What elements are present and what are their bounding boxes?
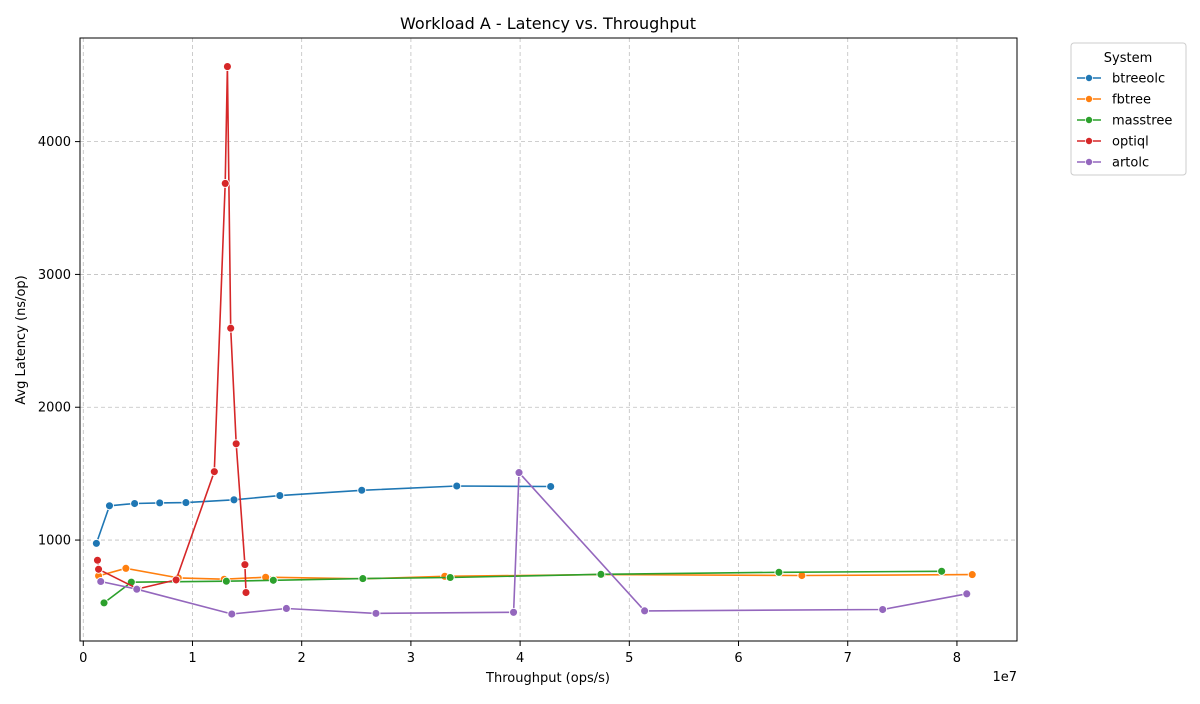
data-point-artolc bbox=[96, 577, 106, 586]
x-tick-label: 6 bbox=[734, 651, 742, 666]
data-point-fbtree bbox=[261, 572, 271, 582]
data-point-masstree bbox=[358, 574, 368, 584]
grid bbox=[80, 38, 1017, 641]
data-point-optiql bbox=[94, 564, 104, 574]
data-point-btreeolc bbox=[105, 501, 114, 511]
data-point-optiql bbox=[226, 323, 236, 333]
data-point-fbtree bbox=[967, 570, 977, 580]
series-line-optiql bbox=[96, 65, 247, 593]
data-point-artolc bbox=[878, 605, 888, 614]
x-tick-label: 8 bbox=[953, 651, 961, 666]
x-tick-label: 3 bbox=[407, 651, 415, 666]
legend-items: btreeolc fbtree masstree optiql artolc bbox=[1077, 72, 1172, 171]
legend-title: System bbox=[1104, 51, 1152, 66]
legend-item-optiql: optiql bbox=[1077, 135, 1149, 150]
axis-ticks: 0 1 2 3 4 5 6 7 8 1000 2000 3000 4000 bbox=[38, 135, 961, 666]
data-point-artolc bbox=[227, 609, 237, 619]
data-point-btreeolc bbox=[229, 495, 239, 505]
data-point-masstree bbox=[774, 567, 784, 577]
data-point-btreeolc bbox=[452, 481, 462, 491]
x-axis-label: Throughput (ops/s) bbox=[485, 671, 610, 686]
data-point-btreeolc bbox=[91, 538, 101, 548]
data-point-btreeolc bbox=[155, 498, 165, 508]
legend-label-optiql: optiql bbox=[1112, 135, 1149, 150]
legend-item-artolc: artolc bbox=[1077, 156, 1149, 171]
series-masstree bbox=[99, 566, 947, 608]
data-point-artolc bbox=[509, 607, 519, 617]
data-point-optiql bbox=[209, 467, 219, 477]
legend-box bbox=[1070, 42, 1187, 176]
data-point-masstree bbox=[221, 576, 231, 586]
legend-item-fbtree: fbtree bbox=[1077, 93, 1151, 108]
legend-marker-optiql bbox=[1085, 136, 1094, 145]
data-point-fbtree bbox=[121, 563, 131, 573]
y-tick-label: 1000 bbox=[38, 534, 71, 549]
data-point-artolc bbox=[962, 589, 972, 599]
series-btreeolc bbox=[91, 481, 556, 548]
x-tick-label: 0 bbox=[79, 651, 87, 666]
legend-marker-artolc bbox=[1085, 157, 1094, 166]
y-axis-label: Avg Latency (ns/op) bbox=[14, 275, 29, 404]
data-point-masstree bbox=[937, 566, 947, 576]
data-point-masstree bbox=[268, 575, 278, 585]
series-layer bbox=[91, 62, 977, 619]
data-point-btreeolc bbox=[130, 499, 140, 508]
data-point-btreeolc bbox=[357, 485, 367, 495]
x-tick-label: 2 bbox=[298, 651, 306, 666]
x-tick-label: 1 bbox=[188, 651, 196, 666]
data-point-artolc bbox=[132, 584, 142, 594]
y-tick-label: 2000 bbox=[38, 401, 71, 416]
data-point-masstree bbox=[445, 573, 455, 582]
legend-marker-masstree bbox=[1085, 116, 1094, 125]
legend-label-btreeolc: btreeolc bbox=[1112, 72, 1165, 87]
data-point-artolc bbox=[640, 606, 650, 616]
data-point-masstree bbox=[596, 569, 606, 579]
data-point-optiql bbox=[240, 560, 250, 570]
data-point-artolc bbox=[514, 468, 524, 478]
data-point-btreeolc bbox=[546, 482, 556, 491]
data-point-optiql bbox=[241, 588, 251, 597]
data-point-optiql bbox=[171, 575, 181, 585]
x-tick-label: 7 bbox=[844, 651, 852, 666]
data-point-optiql bbox=[231, 439, 241, 449]
legend-label-masstree: masstree bbox=[1112, 114, 1172, 129]
data-point-optiql bbox=[220, 178, 230, 188]
data-point-artolc bbox=[281, 604, 291, 613]
data-point-btreeolc bbox=[275, 491, 285, 501]
chart-title: Workload A - Latency vs. Throughput bbox=[400, 14, 696, 33]
data-point-artolc bbox=[371, 608, 381, 618]
data-point-optiql bbox=[93, 555, 102, 565]
legend: System btreeolc fbtree masstree optiql artol… bbox=[1070, 42, 1187, 176]
x-tick-label: 5 bbox=[625, 651, 633, 666]
series-artolc bbox=[96, 468, 972, 619]
y-tick-label: 3000 bbox=[38, 268, 71, 283]
legend-label-fbtree: fbtree bbox=[1112, 93, 1151, 108]
series-line-btreeolc bbox=[95, 485, 551, 544]
data-point-btreeolc bbox=[181, 498, 191, 508]
legend-item-masstree: masstree bbox=[1077, 114, 1172, 129]
series-line-artolc bbox=[100, 471, 967, 615]
series-optiql bbox=[93, 62, 251, 597]
legend-marker-btreeolc bbox=[1085, 74, 1094, 83]
data-point-masstree bbox=[99, 598, 109, 608]
legend-label-artolc: artolc bbox=[1112, 156, 1149, 171]
legend-item-btreeolc: btreeolc bbox=[1077, 72, 1165, 87]
data-point-optiql bbox=[222, 62, 232, 72]
legend-marker-fbtree bbox=[1085, 95, 1094, 104]
series-line-fbtree bbox=[98, 567, 973, 581]
y-tick-label: 4000 bbox=[38, 135, 71, 150]
plot-frame bbox=[79, 37, 1018, 642]
x-axis-offset-label: 1e7 bbox=[992, 670, 1017, 685]
x-tick-label: 4 bbox=[516, 651, 524, 666]
